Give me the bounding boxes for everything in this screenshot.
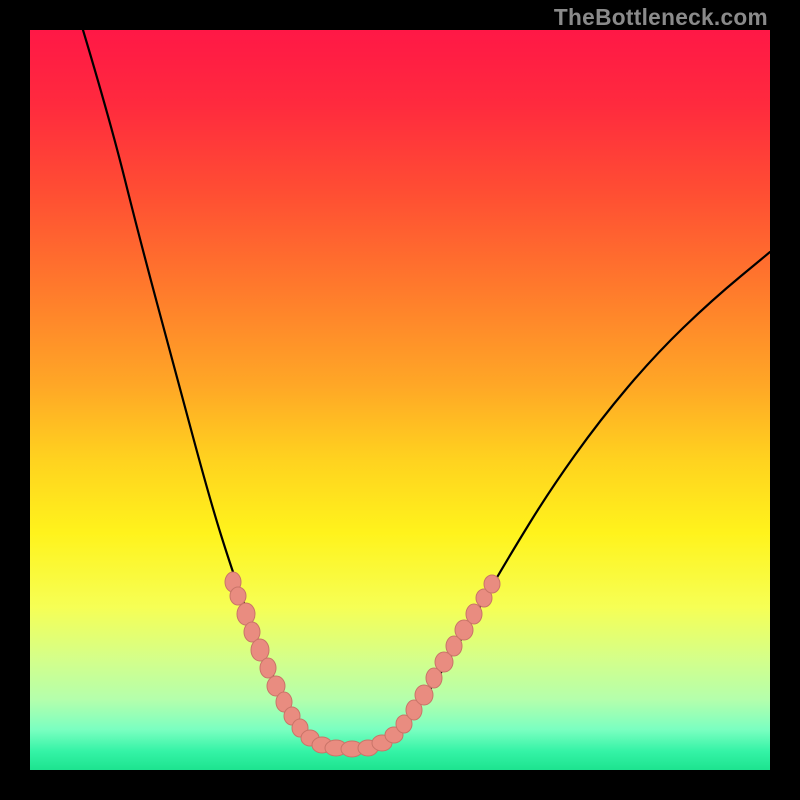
plot-svg bbox=[0, 0, 800, 800]
marker-right-7 bbox=[466, 604, 482, 624]
marker-right-2 bbox=[415, 685, 433, 705]
marker-left-5 bbox=[260, 658, 276, 678]
bottleneck-curve bbox=[83, 30, 770, 748]
marker-right-9 bbox=[484, 575, 500, 593]
marker-left-1 bbox=[230, 587, 246, 605]
